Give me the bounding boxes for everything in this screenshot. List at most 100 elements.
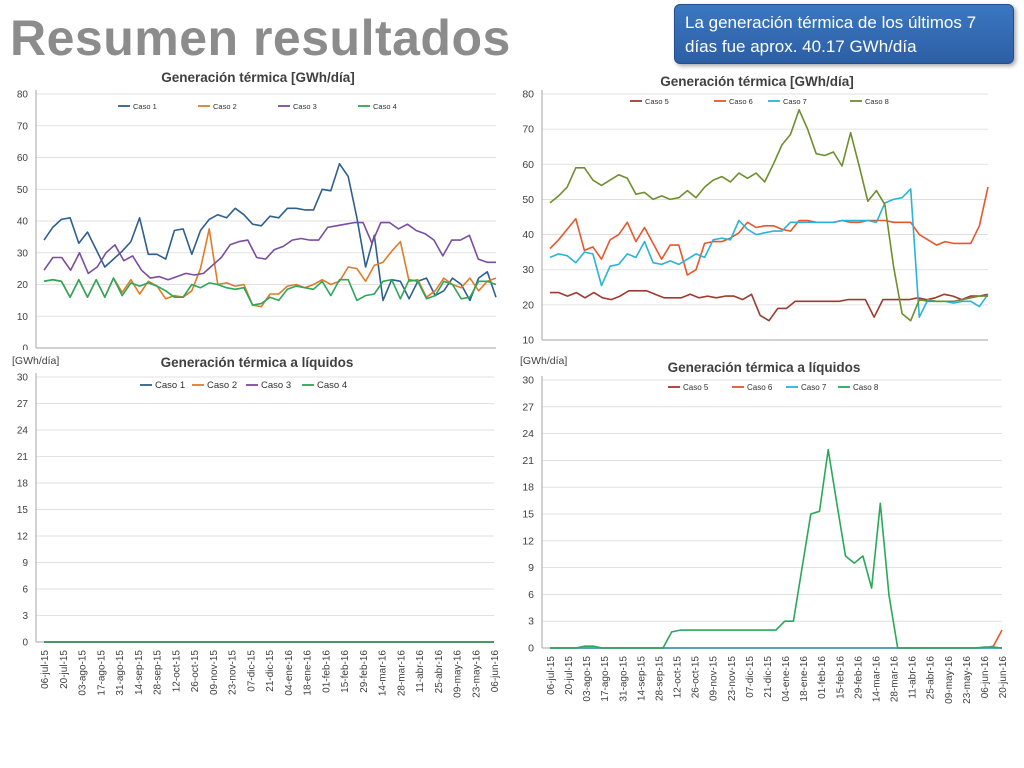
legend-label: Caso 5 (645, 97, 669, 106)
chart-title: Generación térmica [GWh/día] (660, 74, 854, 89)
y-tick-label: 3 (22, 611, 28, 622)
series-line-caso-5 (550, 290, 989, 322)
x-tick-label: 31-ago-15 (618, 656, 629, 702)
chart-title: Generación térmica a líquidos (161, 355, 354, 370)
legend-label: Caso 6 (729, 97, 753, 106)
x-tick-label: 23-nov-15 (727, 656, 738, 701)
summary-callout: La generación térmica de los últimos 7 d… (674, 4, 1014, 64)
x-tick-label: 06-jul-15 (40, 650, 51, 689)
y-tick-label: 6 (22, 585, 28, 596)
x-tick-label: 09-may-16 (944, 656, 955, 704)
x-tick-label: 07-dic-15 (745, 656, 756, 698)
x-tick-label: 11-abr-16 (415, 650, 426, 693)
x-tick-label: 25-abr-16 (434, 650, 445, 694)
y-tick-label: 40 (17, 217, 29, 228)
x-tick-label: 21-dic-15 (265, 650, 276, 692)
x-tick-label: 06-jun-16 (490, 650, 501, 693)
y-tick-label: 50 (17, 185, 29, 196)
y-tick-label: 0 (528, 643, 534, 655)
x-tick-label: 23-may-16 (471, 650, 482, 698)
x-tick-label: 25-abr-16 (926, 656, 937, 700)
x-tick-label: 03-ago-15 (582, 656, 593, 702)
y-tick-label: 9 (22, 558, 28, 569)
x-tick-label: 12-oct-15 (673, 656, 684, 699)
legend-label: Caso 8 (853, 383, 879, 392)
series-line-caso-8 (550, 448, 1003, 649)
legend-label: Caso 3 (261, 380, 291, 391)
series-line-caso-6 (549, 186, 989, 276)
y-tick-label: 21 (17, 452, 29, 463)
series-line-caso-8 (549, 108, 988, 322)
chart-liquid-generation-cases-1-4: Generación térmica a líquidos [GWh/día] 0 3… (12, 355, 501, 698)
x-tick-label: 12-oct-15 (171, 650, 182, 693)
x-tick-label: 23-nov-15 (228, 650, 239, 695)
y-tick-label: 21 (522, 455, 534, 467)
y-tick-label: 0 (22, 344, 28, 351)
y-tick-label: 30 (522, 375, 534, 387)
legend-label: Caso 8 (865, 97, 889, 106)
y-tick-label: 0 (22, 638, 28, 649)
series-line-caso-3 (43, 221, 496, 281)
x-tick-label: 18-ene-16 (799, 656, 810, 702)
y-tick-label: 27 (17, 399, 29, 410)
y-axis-label: [GWh/día] (520, 355, 567, 367)
x-tick-label: 04-ene-16 (781, 656, 792, 702)
chart-thermal-generation-cases-1-4: Generación térmica [GWh/día] 0 10 20 30 40 50 6… (17, 70, 497, 351)
x-tick-label: 14-sep-15 (636, 656, 647, 701)
x-tick-label: 06-jun-16 (980, 656, 991, 699)
y-tick-label: 30 (522, 264, 534, 276)
x-tick-label: 17-ago-15 (96, 650, 107, 696)
x-tick-label: 01-feb-16 (817, 656, 828, 699)
slide-title: Resumen resultados (10, 10, 511, 66)
y-tick-label: 80 (522, 89, 534, 101)
y-tick-label: 70 (17, 121, 29, 132)
x-tick-label: 26-oct-15 (691, 656, 702, 699)
y-tick-label: 30 (17, 248, 29, 259)
y-tick-label: 9 (528, 562, 534, 574)
x-tick-label: 29-feb-16 (359, 650, 370, 693)
y-tick-label: 24 (17, 426, 29, 437)
series-line-caso-7 (549, 188, 989, 318)
y-tick-label: 12 (522, 535, 534, 547)
x-tick-label: 17-ago-15 (600, 656, 611, 702)
y-tick-label: 60 (17, 153, 29, 164)
y-tick-label: 40 (522, 229, 534, 241)
x-tick-label: 31-ago-15 (115, 650, 126, 696)
x-tick-label: 11-abr-16 (908, 656, 919, 699)
x-tick-label: 28-mar-16 (396, 650, 407, 697)
x-tick-label: 14-mar-16 (871, 656, 882, 703)
legend-label: Caso 4 (373, 102, 397, 111)
legend-label: Caso 7 (801, 383, 827, 392)
y-tick-label: 18 (522, 482, 534, 494)
x-tick-label: 18-ene-16 (303, 650, 314, 696)
y-tick-label: 20 (17, 280, 29, 291)
x-tick-label: 14-mar-16 (378, 650, 389, 697)
y-tick-label: 27 (522, 401, 534, 413)
series-line-caso-4 (43, 277, 497, 306)
x-tick-label: 15-feb-16 (340, 650, 351, 693)
y-tick-label: 24 (522, 428, 534, 440)
x-tick-label: 28-mar-16 (890, 656, 901, 703)
y-tick-label: 10 (17, 312, 29, 323)
chart-title: Generación térmica a líquidos (668, 360, 861, 375)
x-tick-label: 20-jun-16 (998, 656, 1009, 699)
legend-label: Caso 1 (133, 102, 157, 111)
x-tick-label: 04-ene-16 (284, 650, 295, 696)
y-tick-label: 18 (17, 479, 29, 490)
y-axis-label: [GWh/día] (12, 355, 59, 367)
legend-label: Caso 1 (155, 380, 185, 391)
x-tick-label: 26-oct-15 (190, 650, 201, 693)
x-tick-label: 09-nov-15 (209, 650, 220, 695)
x-tick-label: 09-nov-15 (709, 656, 720, 701)
y-tick-label: 15 (522, 509, 534, 521)
legend-label: Caso 2 (213, 102, 237, 111)
x-tick-label: 23-may-16 (962, 656, 973, 704)
series-line-caso-2 (43, 228, 497, 308)
chart-liquid-generation-cases-5-8: Generación térmica a líquidos[GWh/día]03… (520, 355, 1009, 704)
x-tick-label: 28-sep-15 (153, 650, 164, 695)
y-tick-label: 15 (17, 505, 29, 516)
y-tick-label: 60 (522, 159, 534, 171)
x-tick-label: 15-feb-16 (835, 656, 846, 699)
y-tick-label: 30 (17, 373, 29, 384)
legend-label: Caso 3 (293, 102, 317, 111)
